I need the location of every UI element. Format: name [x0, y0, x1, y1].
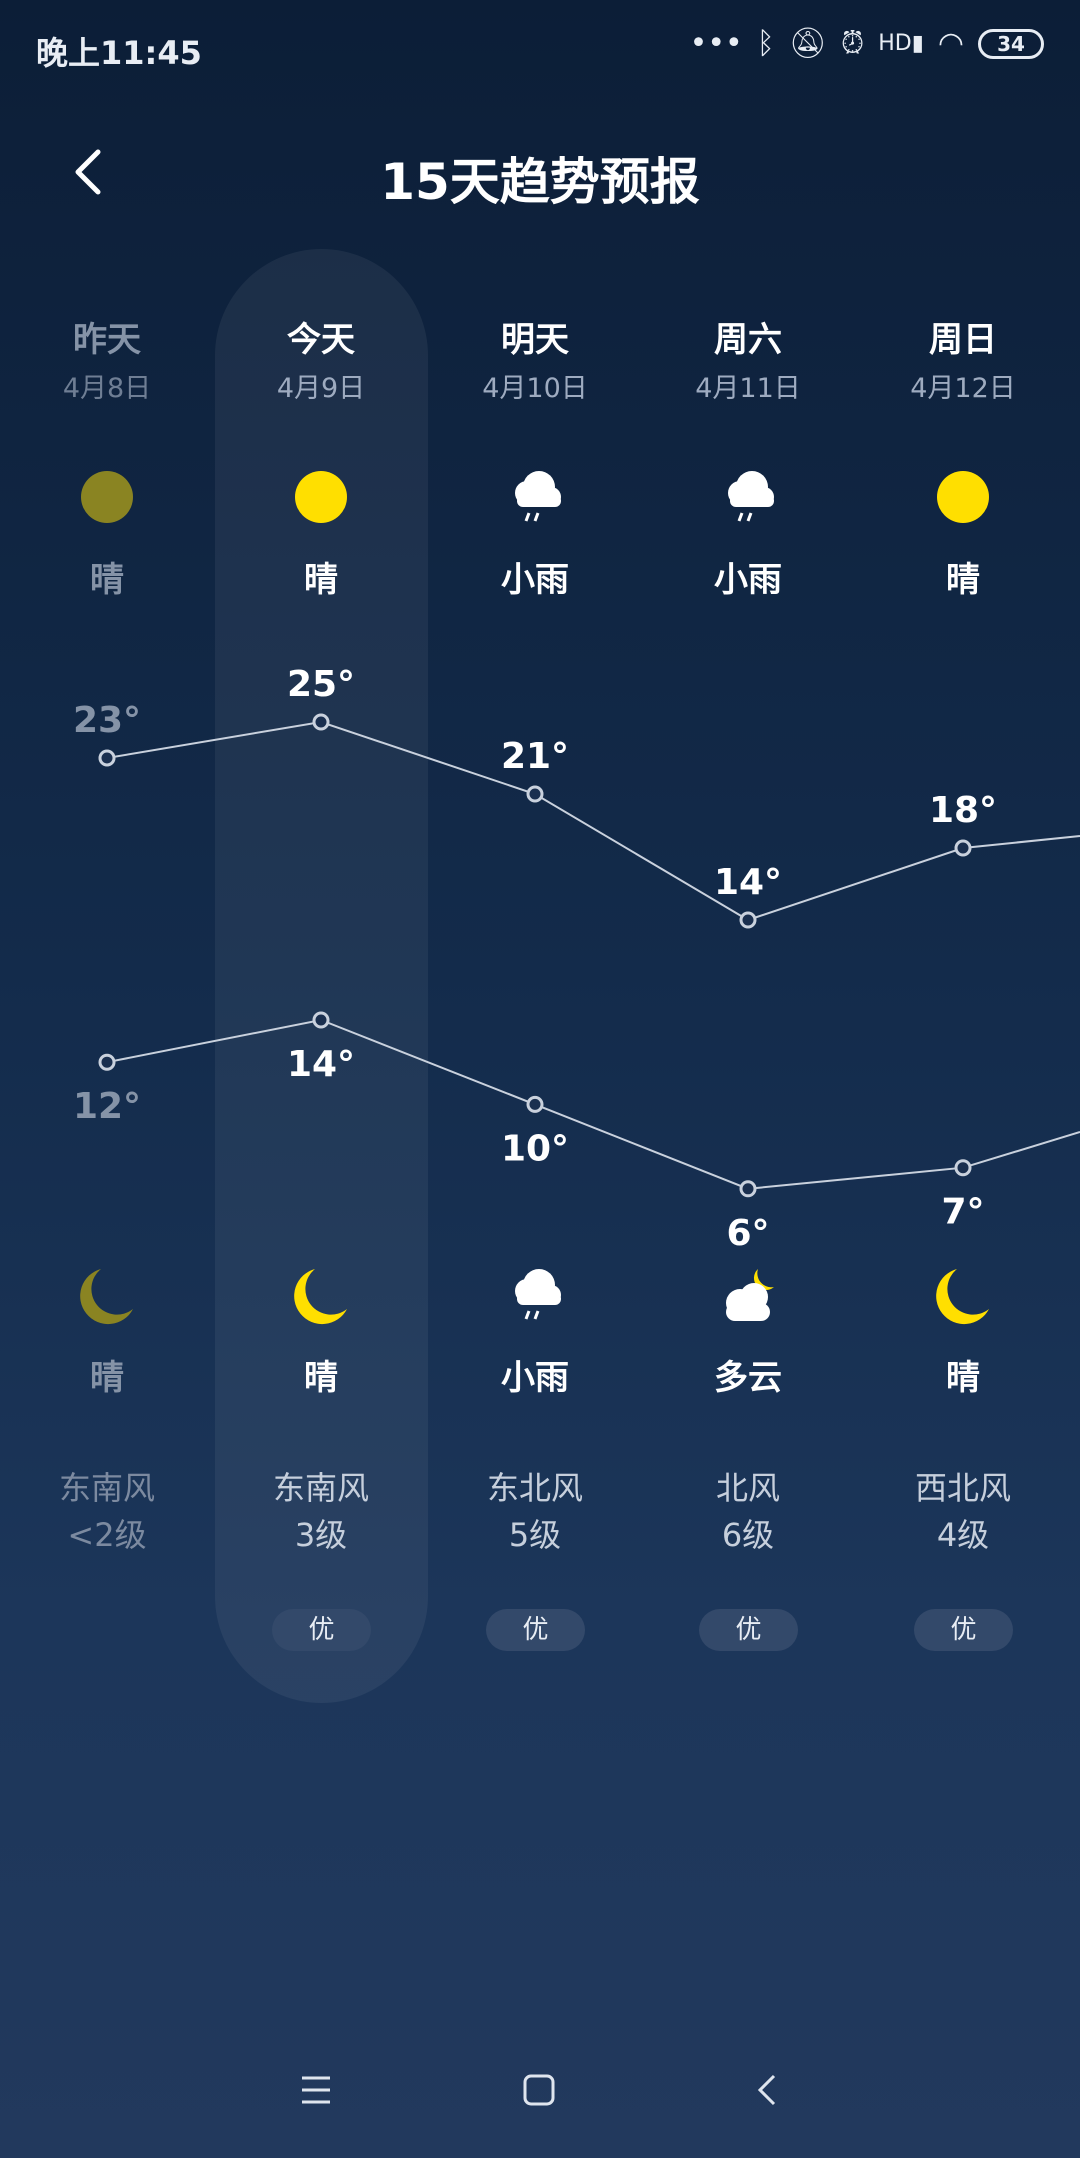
day-date: 4月12日	[910, 373, 1016, 404]
night-condition: 小雨	[501, 1358, 569, 1398]
wind-level: <2级	[67, 1516, 147, 1554]
wifi-icon: ◠	[937, 26, 964, 61]
moon-icon	[294, 1269, 347, 1325]
high-temp-label: 18°	[929, 790, 997, 831]
wind-level: 5级	[508, 1516, 562, 1554]
low-temp-label: 7°	[941, 1192, 984, 1233]
low-temp-line	[106, 1018, 1080, 1190]
wind-direction: 北风	[715, 1469, 780, 1507]
bell-muted-icon: 🔕︎	[788, 26, 827, 61]
wind-direction: 东南风	[58, 1469, 155, 1507]
high-temp-label: 25°	[287, 664, 355, 705]
day-date: 4月11日	[695, 373, 801, 404]
moon-icon	[936, 1269, 989, 1325]
high-temp-label: 14°	[714, 862, 782, 903]
wind-level: 4级	[936, 1516, 990, 1554]
chevron-left-icon	[75, 149, 101, 195]
low-temp-point	[739, 1180, 757, 1198]
day-date: 4月10日	[482, 373, 588, 404]
day-condition: 晴	[946, 560, 980, 600]
high-temp-label: 23°	[73, 700, 141, 741]
low-temp-point	[954, 1159, 972, 1177]
home-icon	[523, 2074, 555, 2106]
day-name: 周六	[714, 320, 782, 360]
menu-button[interactable]	[286, 2060, 346, 2120]
cloudy-night-icon	[726, 1269, 774, 1321]
low-temp-label: 14°	[287, 1044, 355, 1085]
high-temp-point	[739, 911, 757, 929]
light-rain-icon	[515, 471, 561, 522]
page-title: 15天趋势预报	[380, 153, 700, 211]
low-temp-label: 12°	[73, 1086, 141, 1127]
light-rain-icon	[515, 1269, 561, 1320]
day-column[interactable]: 明天 4月10日 小雨 小雨 东北风 5级 优	[428, 0, 642, 1800]
night-condition: 多云	[714, 1358, 782, 1398]
low-temp-point	[98, 1053, 116, 1071]
high-temp-line	[106, 720, 1080, 922]
bluetooth-icon: ᛒ	[756, 26, 775, 61]
day-condition: 小雨	[501, 560, 569, 600]
high-temp-point	[98, 749, 116, 767]
back-icon	[757, 2074, 776, 2106]
night-condition: 晴	[946, 1358, 980, 1398]
day-column[interactable]: 周六 4月11日 小雨 多云 北风 6级 优	[641, 0, 855, 1800]
high-temp-point	[312, 713, 330, 731]
low-temp-label: 6°	[726, 1213, 769, 1254]
day-condition: 小雨	[714, 560, 782, 600]
status-bar: 晚上11:45 ••• ᛒ 🔕︎ ⏰︎ HD▮ ◠ 34	[0, 0, 1080, 100]
menu-icon	[302, 2076, 330, 2104]
more-dots-icon: •••	[689, 26, 743, 61]
day-date: 4月8日	[62, 373, 152, 404]
day-column[interactable]: 昨天 4月8日 晴 晴 东南风 <2级	[0, 0, 214, 1800]
navigation-bar	[0, 2060, 1080, 2120]
high-temp-point	[954, 839, 972, 857]
day-name: 明天	[501, 320, 569, 360]
sun-icon	[81, 471, 133, 523]
status-time: 晚上11:45	[36, 34, 202, 72]
back-nav-button[interactable]	[738, 2060, 798, 2120]
day-column[interactable]: 周日 4月12日 晴 晴 西北风 4级 优	[856, 0, 1070, 1800]
day-condition: 晴	[90, 560, 124, 600]
aqi-badge[interactable]: 优	[272, 1609, 371, 1651]
battery-icon: 34	[978, 28, 1044, 59]
wind-direction: 东南风	[272, 1469, 369, 1507]
high-temp-point	[526, 785, 544, 803]
day-date: 4月9日	[276, 373, 366, 404]
wind-direction: 西北风	[914, 1469, 1011, 1507]
wind-direction: 东北风	[486, 1469, 583, 1507]
low-temp-point	[526, 1095, 544, 1113]
sun-icon	[937, 471, 989, 523]
day-name: 今天	[287, 320, 355, 360]
low-temp-label: 10°	[501, 1128, 569, 1169]
home-button[interactable]	[509, 2060, 569, 2120]
day-column[interactable]: 今天 4月9日 晴 晴 东南风 3级 优	[214, 0, 428, 1800]
day-condition: 晴	[304, 560, 338, 600]
sun-icon	[295, 471, 347, 523]
wind-level: 6级	[721, 1516, 775, 1554]
day-name: 周日	[929, 320, 997, 360]
aqi-badge[interactable]: 优	[914, 1609, 1013, 1651]
low-temp-point	[312, 1011, 330, 1029]
alarm-icon: ⏰︎	[840, 26, 865, 61]
battery-level: 34	[997, 31, 1025, 56]
light-rain-icon	[728, 471, 774, 522]
night-condition: 晴	[304, 1358, 338, 1398]
night-condition: 晴	[90, 1358, 124, 1398]
wind-level: 3级	[294, 1516, 348, 1554]
high-temp-label: 21°	[501, 736, 569, 777]
hd-signal-icon: HD▮	[878, 31, 924, 56]
day-name: 昨天	[73, 320, 141, 360]
moon-icon	[80, 1269, 133, 1325]
aqi-badge[interactable]: 优	[486, 1609, 585, 1651]
back-button[interactable]	[70, 148, 110, 196]
aqi-badge[interactable]: 优	[699, 1609, 798, 1651]
